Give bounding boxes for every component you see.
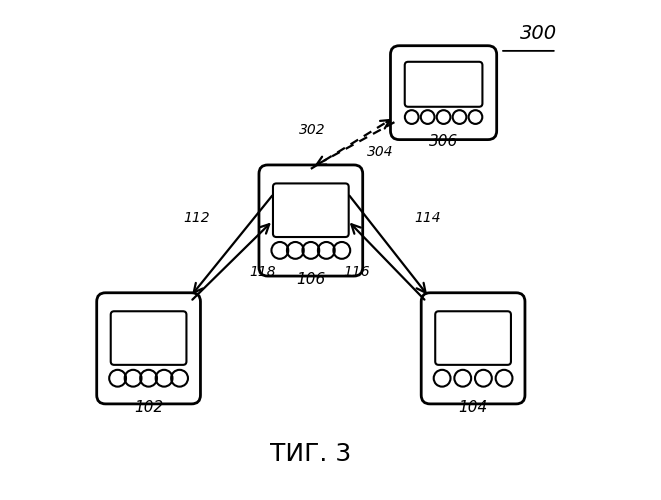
- FancyBboxPatch shape: [259, 165, 363, 276]
- Text: 306: 306: [429, 134, 458, 150]
- FancyBboxPatch shape: [421, 293, 525, 404]
- Text: 118: 118: [249, 265, 276, 279]
- Text: 114: 114: [414, 211, 441, 225]
- FancyBboxPatch shape: [405, 62, 483, 107]
- FancyBboxPatch shape: [435, 312, 511, 365]
- Text: ΤИГ. 3: ΤИГ. 3: [270, 442, 352, 466]
- FancyBboxPatch shape: [111, 312, 186, 365]
- Text: 102: 102: [134, 400, 163, 415]
- Text: 106: 106: [296, 272, 325, 287]
- FancyBboxPatch shape: [273, 184, 349, 237]
- Text: 302: 302: [299, 122, 326, 136]
- FancyBboxPatch shape: [97, 293, 200, 404]
- Text: 300: 300: [520, 24, 557, 43]
- Text: 104: 104: [459, 400, 488, 415]
- Text: 304: 304: [368, 144, 394, 158]
- FancyBboxPatch shape: [391, 46, 496, 140]
- Text: 112: 112: [183, 211, 210, 225]
- Text: 116: 116: [343, 265, 370, 279]
